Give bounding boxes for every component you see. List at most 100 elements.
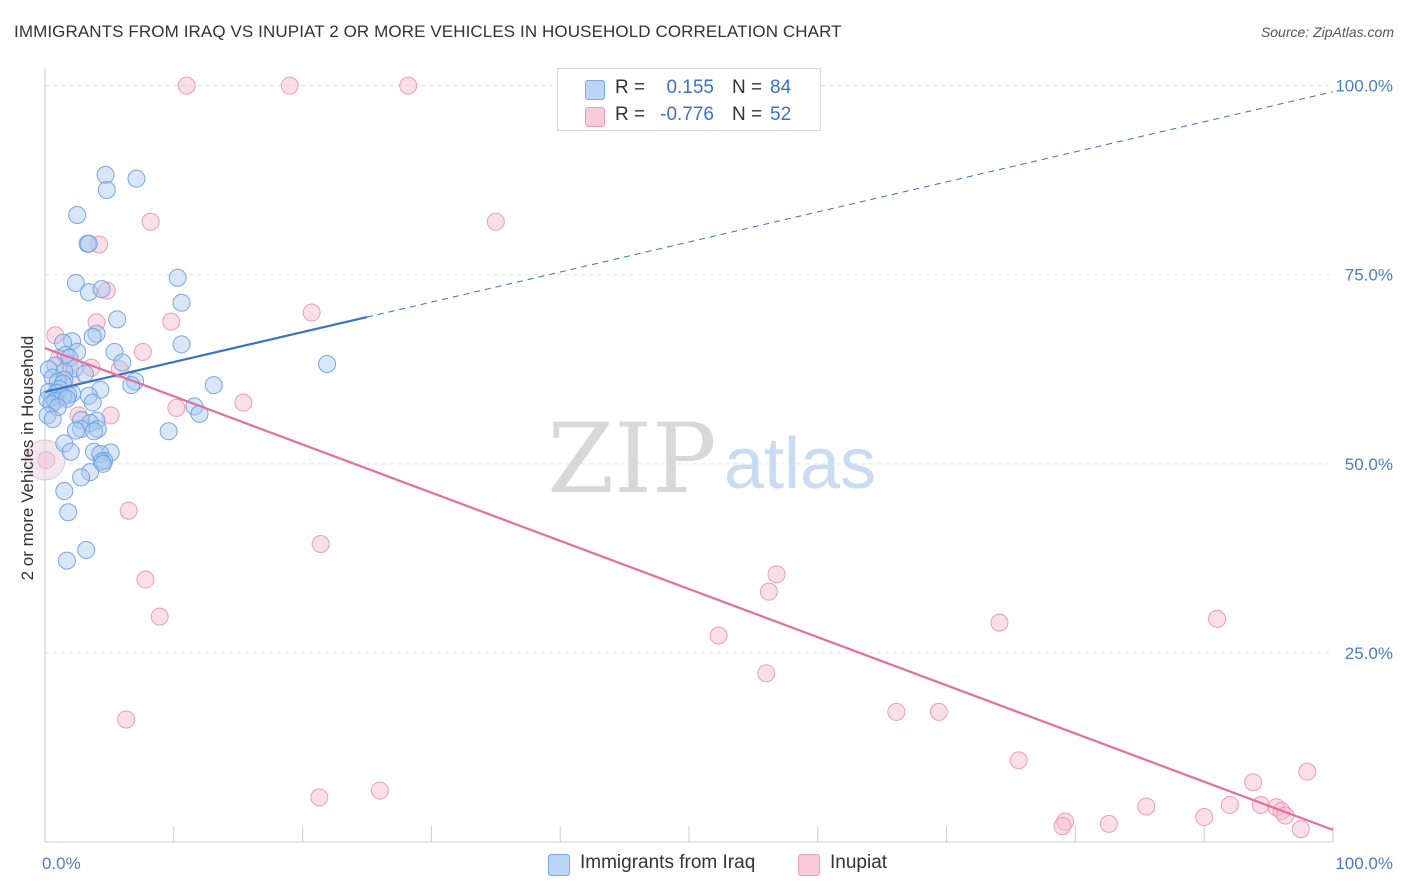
inupiat-point <box>101 406 120 425</box>
bottom-legend-label-iraq: Immigrants from Iraq <box>580 852 756 873</box>
iraq-point <box>39 360 58 379</box>
iraq-trend-line <box>44 316 368 394</box>
legend-r-label: R = <box>615 104 646 125</box>
inupiat-point <box>150 607 169 626</box>
chart-title: IMMIGRANTS FROM IRAQ VS INUPIAT 2 OR MOR… <box>14 22 842 41</box>
iraq-point <box>75 364 94 383</box>
iraq-point <box>318 354 337 373</box>
inupiat-point <box>1195 808 1214 827</box>
inupiat-point <box>370 781 389 800</box>
inupiat-point <box>46 326 65 345</box>
iraq-point <box>55 482 74 501</box>
inupiat-point <box>310 788 329 807</box>
tick-labels: 25.0% 50.0% 75.0% 100.0% 0.0% 100.0% <box>42 77 1393 873</box>
iraq-point <box>113 353 132 372</box>
y-tick-label: 100.0% <box>1335 77 1393 96</box>
iraq-point <box>61 442 80 461</box>
inupiat-point <box>1298 762 1317 781</box>
iraq-point <box>83 327 102 346</box>
bottom-legend-swatch-inupiat <box>798 854 820 876</box>
inupiat-point <box>234 393 253 412</box>
bottom-legend-label-inupiat: Inupiat <box>830 852 888 873</box>
iraq-point <box>105 342 124 361</box>
iraq-point <box>108 310 127 329</box>
inupiat-point <box>1244 773 1263 792</box>
legend-r-value: 0.155 <box>666 77 714 98</box>
inupiat-point <box>117 710 136 729</box>
inupiat-point <box>1291 820 1310 839</box>
iraq-point <box>84 422 103 441</box>
inupiat-point <box>133 342 152 361</box>
iraq-point <box>96 165 115 184</box>
gridlines <box>45 85 1333 654</box>
iraq-point <box>66 274 85 293</box>
iraq-point <box>97 181 116 200</box>
iraq-trend-extension <box>366 91 1334 318</box>
inupiat-point <box>759 582 778 601</box>
inupiat-point <box>311 534 330 553</box>
inupiat-point <box>119 501 138 520</box>
legend: R = 0.155 N = 84 R = -0.776 N = 52 <box>557 68 821 131</box>
inupiat-point <box>887 702 906 721</box>
y-tick-label: 75.0% <box>1345 266 1393 285</box>
inupiat-point <box>1208 609 1227 628</box>
inupiat-point <box>136 570 155 589</box>
inupiat-point <box>757 664 776 683</box>
iraq-point <box>83 393 102 412</box>
trend-lines <box>44 91 1334 831</box>
y-axis-label: 2 or more Vehicles in Household <box>18 336 37 581</box>
iraq-point <box>92 280 111 299</box>
inupiat-point <box>399 76 418 95</box>
watermark: ZIP atlas <box>547 403 876 515</box>
inupiat-point <box>1137 797 1156 816</box>
legend-swatch-iraq <box>585 80 605 100</box>
iraq-point <box>168 268 187 287</box>
watermark-zip: ZIP <box>547 403 716 515</box>
legend-r-label: R = <box>615 77 646 98</box>
iraq-point <box>59 503 78 522</box>
iraq-point <box>77 541 96 560</box>
iraq-point <box>43 410 62 429</box>
bottom-legend: Immigrants from Iraq Inupiat <box>0 852 1406 878</box>
inupiat-point <box>1053 817 1072 836</box>
watermark-atlas: atlas <box>724 424 876 504</box>
iraq-point <box>204 376 223 395</box>
legend-n-value: 52 <box>770 104 792 125</box>
y-tick-label: 50.0% <box>1345 455 1393 474</box>
iraq-point <box>159 422 178 441</box>
inupiat-point <box>141 212 160 231</box>
inupiat-point <box>177 76 196 95</box>
legend-swatch-inupiat <box>585 107 605 127</box>
iraq-point <box>172 293 191 312</box>
iraq-point <box>57 551 76 570</box>
inupiat-point <box>167 398 186 417</box>
inupiat-trend-line <box>44 347 1334 831</box>
inupiat-point <box>280 76 299 95</box>
inupiat-point <box>1099 814 1118 833</box>
legend-n-label: N = <box>732 77 763 98</box>
iraq-point <box>79 234 98 253</box>
legend-n-value: 84 <box>770 77 792 98</box>
inupiat-point <box>929 702 948 721</box>
x-tick-label: 100.0% <box>1335 854 1393 873</box>
iraq-point <box>127 169 146 188</box>
iraq-point <box>72 468 91 487</box>
legend-row-iraq: R = 0.155 N = 84 <box>558 74 820 102</box>
legend-row-inupiat: R = -0.776 N = 52 <box>558 101 820 129</box>
legend-n-label: N = <box>732 104 763 125</box>
iraq-points <box>38 165 337 570</box>
iraq-point <box>172 335 191 354</box>
inupiat-point <box>990 613 1009 632</box>
inupiat-point <box>162 312 181 331</box>
y-tick-label: 25.0% <box>1345 644 1393 663</box>
source-label: Source: ZipAtlas.com <box>1260 24 1394 40</box>
x-tick-label: 0.0% <box>42 854 81 873</box>
iraq-point <box>81 463 100 482</box>
inupiat-point <box>1220 795 1239 814</box>
iraq-point <box>68 205 87 224</box>
iraq-point <box>93 454 112 473</box>
inupiat-point <box>302 303 321 322</box>
iraq-point <box>66 421 85 440</box>
inupiat-point <box>767 565 786 584</box>
